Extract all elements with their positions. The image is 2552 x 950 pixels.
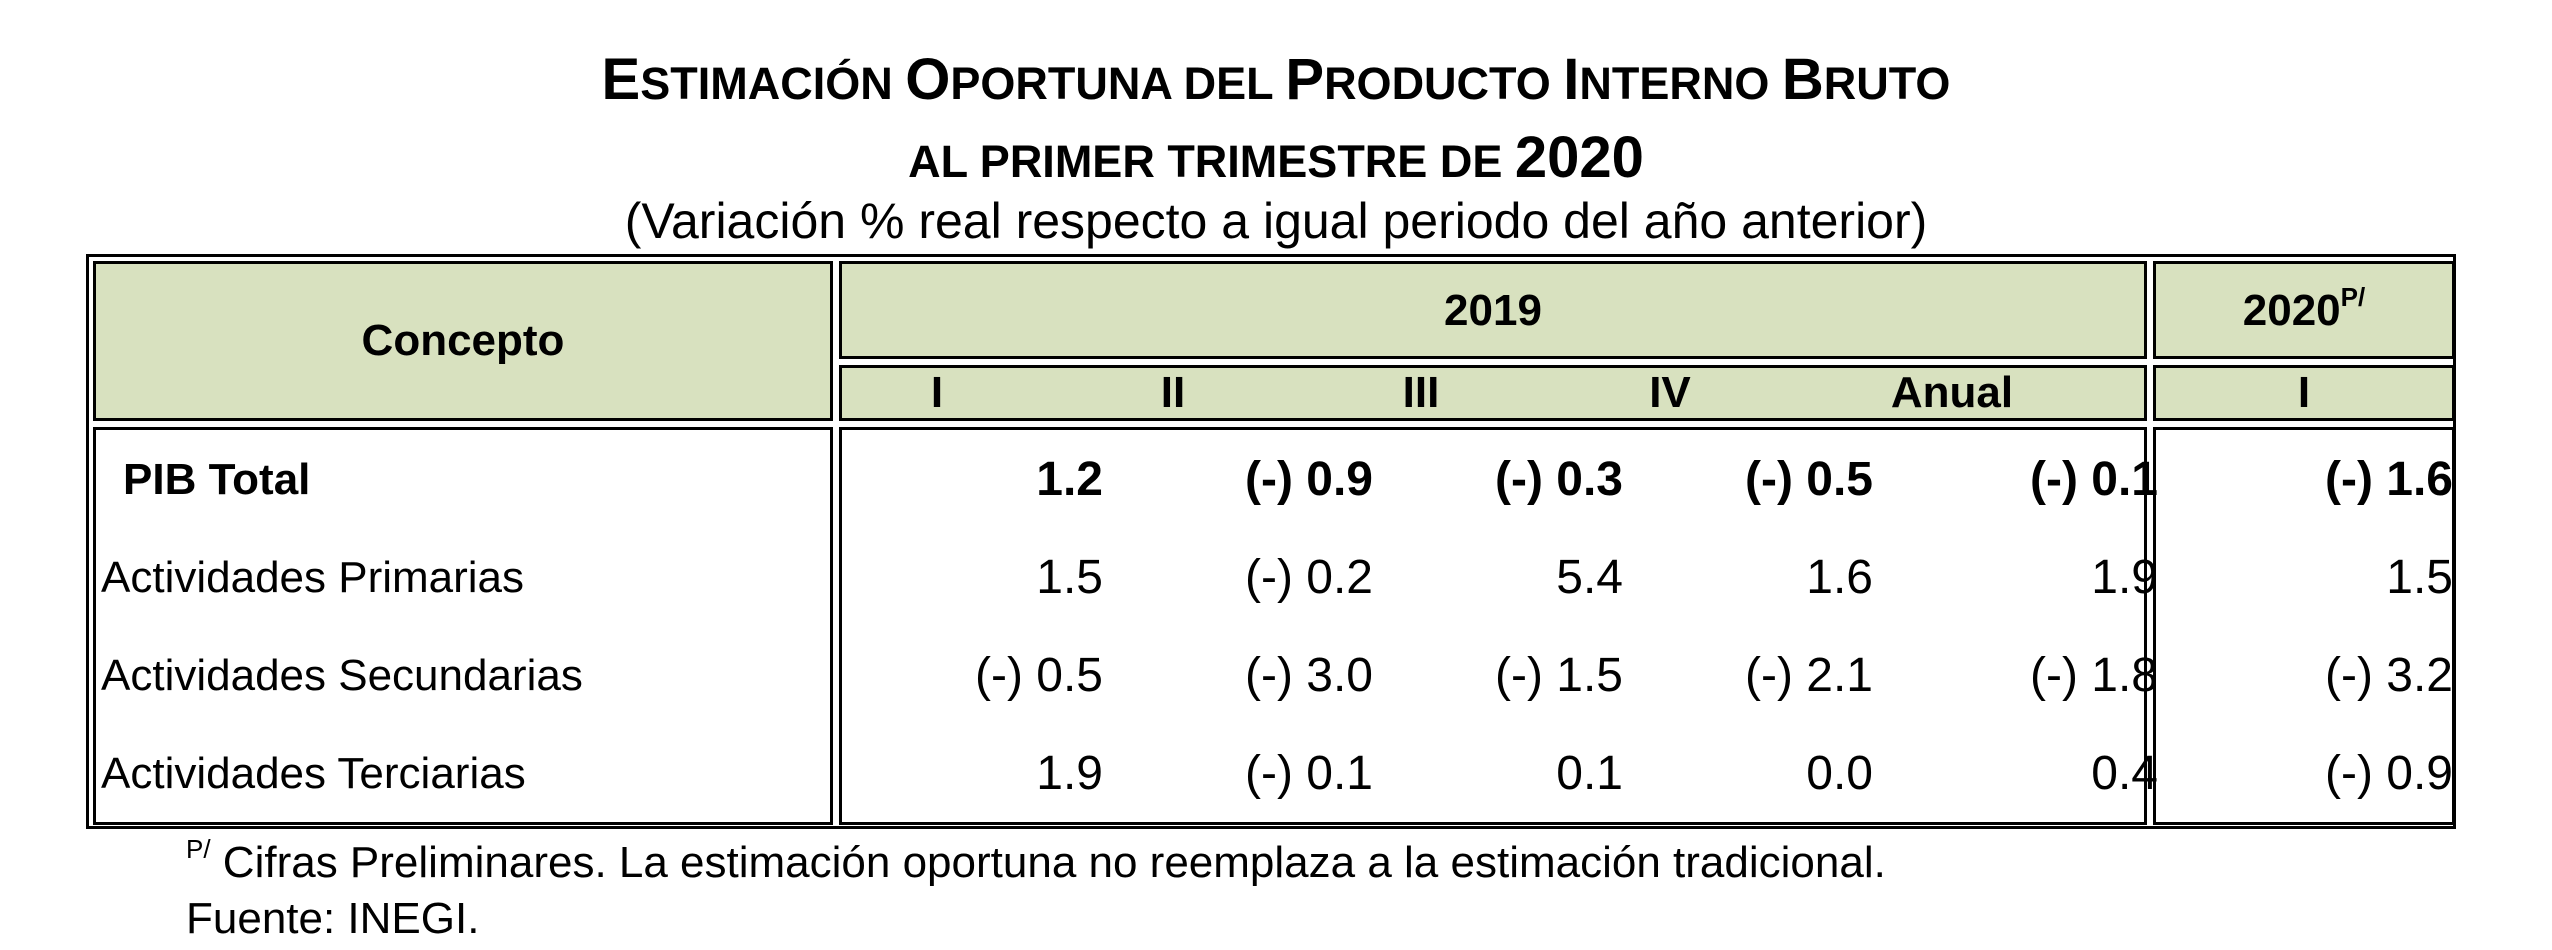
row-value: (-) 3.0 [1244,649,1373,702]
table-row: PIB Total 1.2 (-) 0.9 (-) 0.3 (-) 0.5 (-… [93,431,2453,529]
title-word-rest: NTERNO [1579,58,1782,109]
title-word-rest: PORTUNA DEL [950,58,1286,109]
footnote-preliminary: P/ Cifras Preliminares. La estimación op… [186,834,1886,888]
row-value-2020: (-) 1.6 [2324,453,2453,506]
footnote-source: Fuente: INEGI. [186,894,480,943]
quarter-header: IV [1649,368,1691,417]
body-2019-cell [839,427,2147,825]
header-2020: 2020P/ [2156,282,2452,336]
row-value: 1.6 [1806,551,1873,604]
title-line-2-text: AL PRIMER TRIMESTRE DE [908,136,1515,187]
quarter-header: II [1160,368,1186,417]
title-word-cap: B [1781,47,1824,112]
header-2020-cell: 2020P/ [2153,261,2455,359]
row-label: PIB Total [123,455,311,504]
title-word-cap: O [905,47,951,112]
title-word-rest: RUTO [1823,58,1951,109]
row-value: 0.4 [2091,747,2158,800]
row-value: (-) 0.9 [1244,453,1373,506]
footnote-mark: P/ [186,834,211,864]
table-row: Actividades Secundarias (-) 0.5 (-) 3.0 … [93,627,2453,725]
row-value-2020: 1.5 [2386,551,2453,604]
quarter-header: III [1402,368,1440,417]
title-line-1: ESTIMACIÓN OPORTUNA DEL PRODUCTO INTERNO… [0,46,2552,113]
row-label: Actividades Terciarias [101,749,526,798]
subheader-2020-cell: I [2153,365,2455,421]
row-label: Actividades Secundarias [101,651,583,700]
row-value: (-) 0.1 [1244,747,1373,800]
row-value: 0.1 [1556,747,1623,800]
row-value: (-) 0.1 [2029,453,2158,506]
title-word-cap: I [1563,47,1580,112]
title-word-rest: RODUCTO [1324,58,1564,109]
row-value: 0.0 [1806,747,1873,800]
header-concept-cell: Concepto [93,261,833,421]
row-value: 1.5 [1036,551,1103,604]
row-value: 1.2 [1036,453,1103,506]
header-2020-year: 2020 [2242,286,2341,335]
header-2019: 2019 [1444,286,1542,335]
title-word-rest: STIMACIÓN [640,58,906,109]
body-concept-cell [93,427,833,825]
subheader-2019-cell: I II III IV Anual [839,365,2147,421]
row-value: (-) 2.1 [1744,649,1873,702]
quarter-header: I [2297,368,2311,417]
title-word-cap: E [601,47,641,112]
title-year: 2020 [1514,125,1644,190]
table-row: Actividades Primarias 1.5 (-) 0.2 5.4 1.… [93,529,2453,627]
row-value: 1.9 [2091,551,2158,604]
gdp-table: Concepto 2019 2020P/ I II III IV Anual I… [86,254,2456,829]
footnote-text: Cifras Preliminares. La estimación oport… [210,838,1886,887]
row-value-2020: (-) 0.9 [2324,747,2453,800]
row-value-2020: (-) 3.2 [2324,649,2453,702]
subtitle: (Variación % real respecto a igual perio… [624,193,1928,249]
row-value: (-) 0.5 [1744,453,1873,506]
row-value: (-) 1.5 [1494,649,1623,702]
row-value: (-) 0.5 [974,649,1103,702]
header-2019-cell: 2019 [839,261,2147,359]
row-value: 1.9 [1036,747,1103,800]
preliminary-mark: P/ [2340,282,2366,312]
row-value: 5.4 [1556,551,1623,604]
title-line-2: AL PRIMER TRIMESTRE DE 2020 [0,124,2552,191]
quarter-header: Anual [1890,368,2014,417]
row-label: Actividades Primarias [101,553,525,602]
row-value: (-) 0.3 [1494,453,1623,506]
table-row: Actividades Terciarias 1.9 (-) 0.1 0.1 0… [93,725,2453,823]
header-concept: Concepto [361,316,565,365]
quarter-header: I [930,368,944,417]
row-value: (-) 1.8 [2029,649,2158,702]
title-word-cap: P [1285,47,1325,112]
row-value: (-) 0.2 [1244,551,1373,604]
body-2020-cell [2153,427,2455,825]
